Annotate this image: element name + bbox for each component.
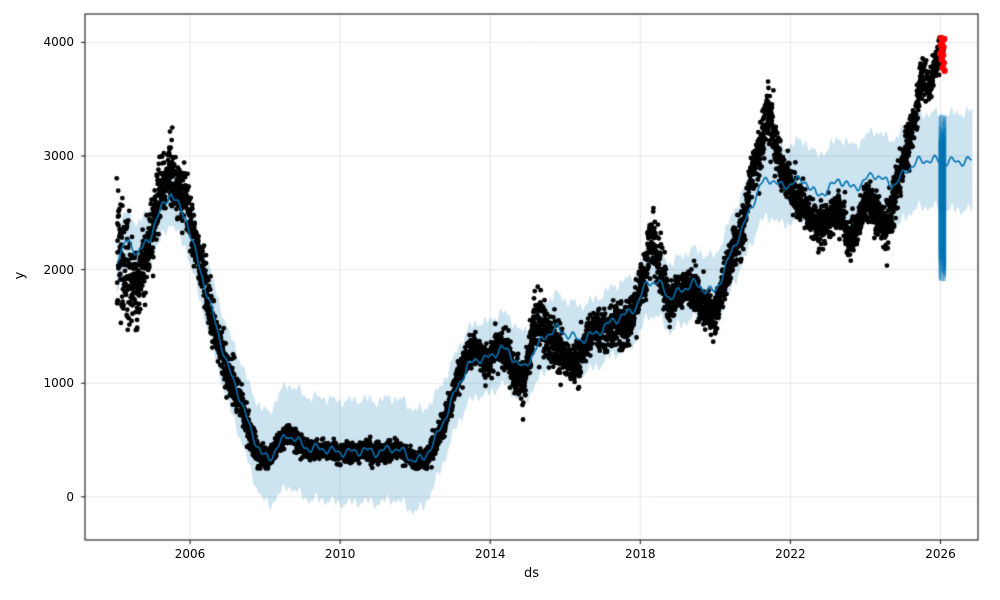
x-tick-label: 2010 xyxy=(324,547,356,561)
y-tick-label: 1000 xyxy=(43,376,74,391)
y-tick-label: 4000 xyxy=(43,35,74,50)
y-tick-label: 3000 xyxy=(43,149,74,163)
y-tick-label: 2000 xyxy=(43,262,74,277)
x-tick-label: 2018 xyxy=(625,547,656,561)
y-tick-label: 0 xyxy=(66,489,74,504)
x-axis-label: ds xyxy=(523,566,540,581)
x-tick-label: 2006 xyxy=(174,547,206,561)
y-axis-label: y xyxy=(12,271,28,280)
x-tick-label: 2026 xyxy=(925,547,956,561)
x-tick-label: 2014 xyxy=(474,547,506,561)
x-tick-label: 2022 xyxy=(775,547,806,561)
